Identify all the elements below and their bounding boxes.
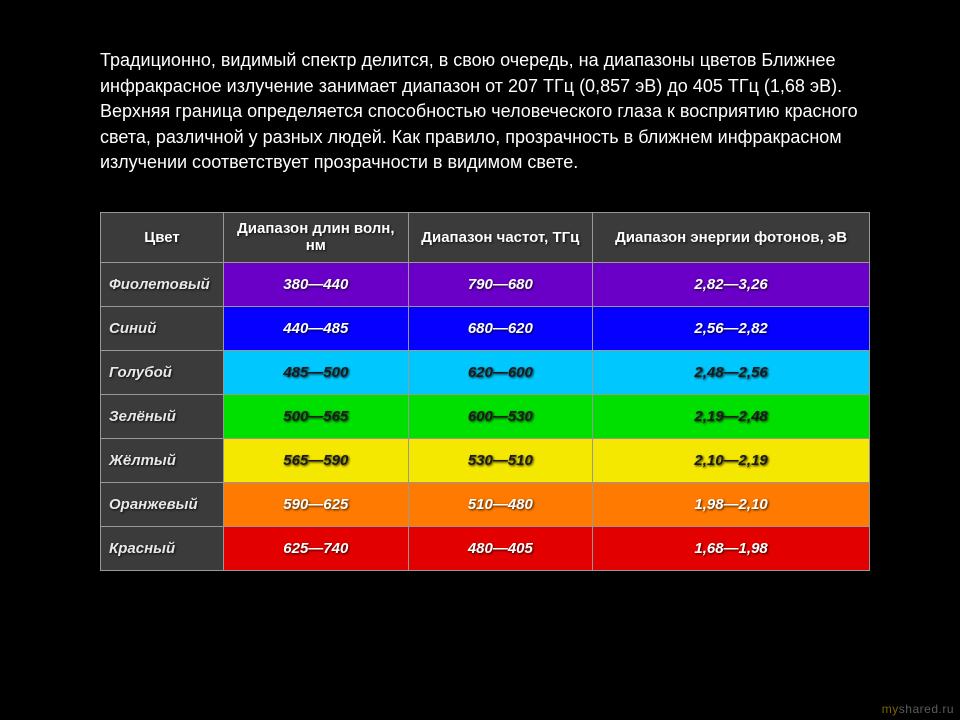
table-header-row: Цвет Диапазон длин волн, нм Диапазон час… — [101, 212, 870, 262]
cell-energy: 2,19—2,48 — [593, 394, 870, 438]
table-row: Красный625—740480—4051,68—1,98 — [101, 526, 870, 570]
cell-color-name: Оранжевый — [101, 482, 224, 526]
cell-energy: 2,48—2,56 — [593, 350, 870, 394]
cell-freq: 600—530 — [408, 394, 593, 438]
cell-energy: 2,56—2,82 — [593, 306, 870, 350]
table-row: Зелёный500—565600—5302,19—2,48 — [101, 394, 870, 438]
table-row: Синий440—485680—6202,56—2,82 — [101, 306, 870, 350]
cell-color-name: Фиолетовый — [101, 262, 224, 306]
cell-freq: 480—405 — [408, 526, 593, 570]
intro-paragraph: Традиционно, видимый спектр делится, в с… — [100, 48, 870, 176]
col-header-energy: Диапазон энергии фотонов, эВ — [593, 212, 870, 262]
cell-energy: 1,68—1,98 — [593, 526, 870, 570]
cell-wave: 565—590 — [224, 438, 409, 482]
table-row: Фиолетовый380—440790—6802,82—3,26 — [101, 262, 870, 306]
cell-wave: 590—625 — [224, 482, 409, 526]
cell-energy: 1,98—2,10 — [593, 482, 870, 526]
cell-energy: 2,82—3,26 — [593, 262, 870, 306]
col-header-color: Цвет — [101, 212, 224, 262]
cell-color-name: Жёлтый — [101, 438, 224, 482]
cell-wave: 625—740 — [224, 526, 409, 570]
cell-freq: 680—620 — [408, 306, 593, 350]
table-row: Голубой485—500620—6002,48—2,56 — [101, 350, 870, 394]
cell-energy: 2,10—2,19 — [593, 438, 870, 482]
col-header-wavelength: Диапазон длин волн, нм — [224, 212, 409, 262]
cell-wave: 485—500 — [224, 350, 409, 394]
cell-freq: 790—680 — [408, 262, 593, 306]
cell-wave: 440—485 — [224, 306, 409, 350]
cell-color-name: Красный — [101, 526, 224, 570]
table-row: Жёлтый565—590530—5102,10—2,19 — [101, 438, 870, 482]
cell-color-name: Голубой — [101, 350, 224, 394]
cell-color-name: Синий — [101, 306, 224, 350]
cell-wave: 380—440 — [224, 262, 409, 306]
slide: Традиционно, видимый спектр делится, в с… — [0, 0, 960, 720]
cell-freq: 620—600 — [408, 350, 593, 394]
cell-wave: 500—565 — [224, 394, 409, 438]
cell-color-name: Зелёный — [101, 394, 224, 438]
table-row: Оранжевый590—625510—4801,98—2,10 — [101, 482, 870, 526]
cell-freq: 510—480 — [408, 482, 593, 526]
col-header-frequency: Диапазон частот, ТГц — [408, 212, 593, 262]
cell-freq: 530—510 — [408, 438, 593, 482]
spectrum-table: Цвет Диапазон длин волн, нм Диапазон час… — [100, 212, 870, 571]
